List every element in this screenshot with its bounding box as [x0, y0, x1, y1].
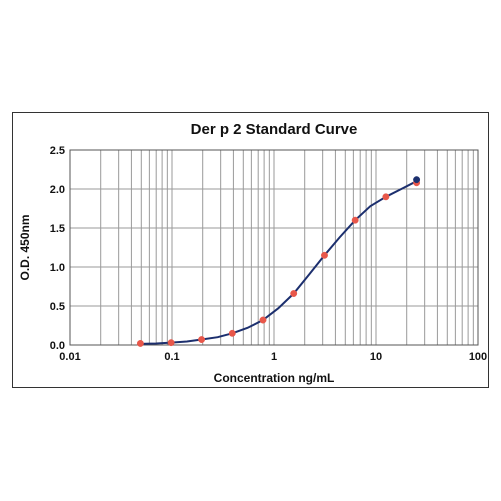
data-point: [290, 290, 298, 297]
chart-title: Der p 2 Standard Curve: [191, 121, 358, 138]
y-tick-label: 1.5: [50, 223, 65, 235]
y-tick-label: 1.0: [50, 262, 65, 274]
grid: [69, 149, 479, 346]
data-point: [351, 216, 359, 224]
chart-frame: Der p 2 Standard Curve Concentration ng/…: [12, 112, 489, 388]
data-point: [382, 193, 390, 201]
data-point: [321, 251, 328, 259]
data-point: [167, 339, 175, 347]
x-tick-label: 0.01: [59, 351, 80, 363]
x-tick-label: 1: [271, 351, 277, 363]
data-point: [259, 316, 267, 324]
data-point: [136, 339, 144, 347]
y-tick-label: 0.5: [50, 301, 65, 313]
standard-curve-chart: Der p 2 Standard Curve Concentration ng/…: [18, 121, 487, 385]
x-tick-label: 100: [469, 351, 487, 363]
data-point: [228, 329, 236, 337]
tick-labels: 0.0 0.5 1.0 1.5 2.0 2.5 0.01 0.1 1 10 100: [50, 145, 487, 363]
x-axis-label: Concentration ng/mL: [214, 371, 335, 385]
y-tick-label: 2.5: [50, 145, 65, 157]
data-point: [198, 336, 206, 343]
y-tick-label: 2.0: [50, 184, 65, 196]
y-axis-label: O.D. 450nm: [18, 214, 32, 280]
y-tick-label: 0.0: [50, 340, 65, 352]
plot-series: [136, 176, 421, 347]
fitted-curve-line: [140, 180, 418, 345]
x-tick-label: 10: [370, 351, 382, 363]
data-point: [413, 176, 421, 184]
x-tick-label: 0.1: [164, 351, 179, 363]
plot-border: [69, 149, 479, 346]
